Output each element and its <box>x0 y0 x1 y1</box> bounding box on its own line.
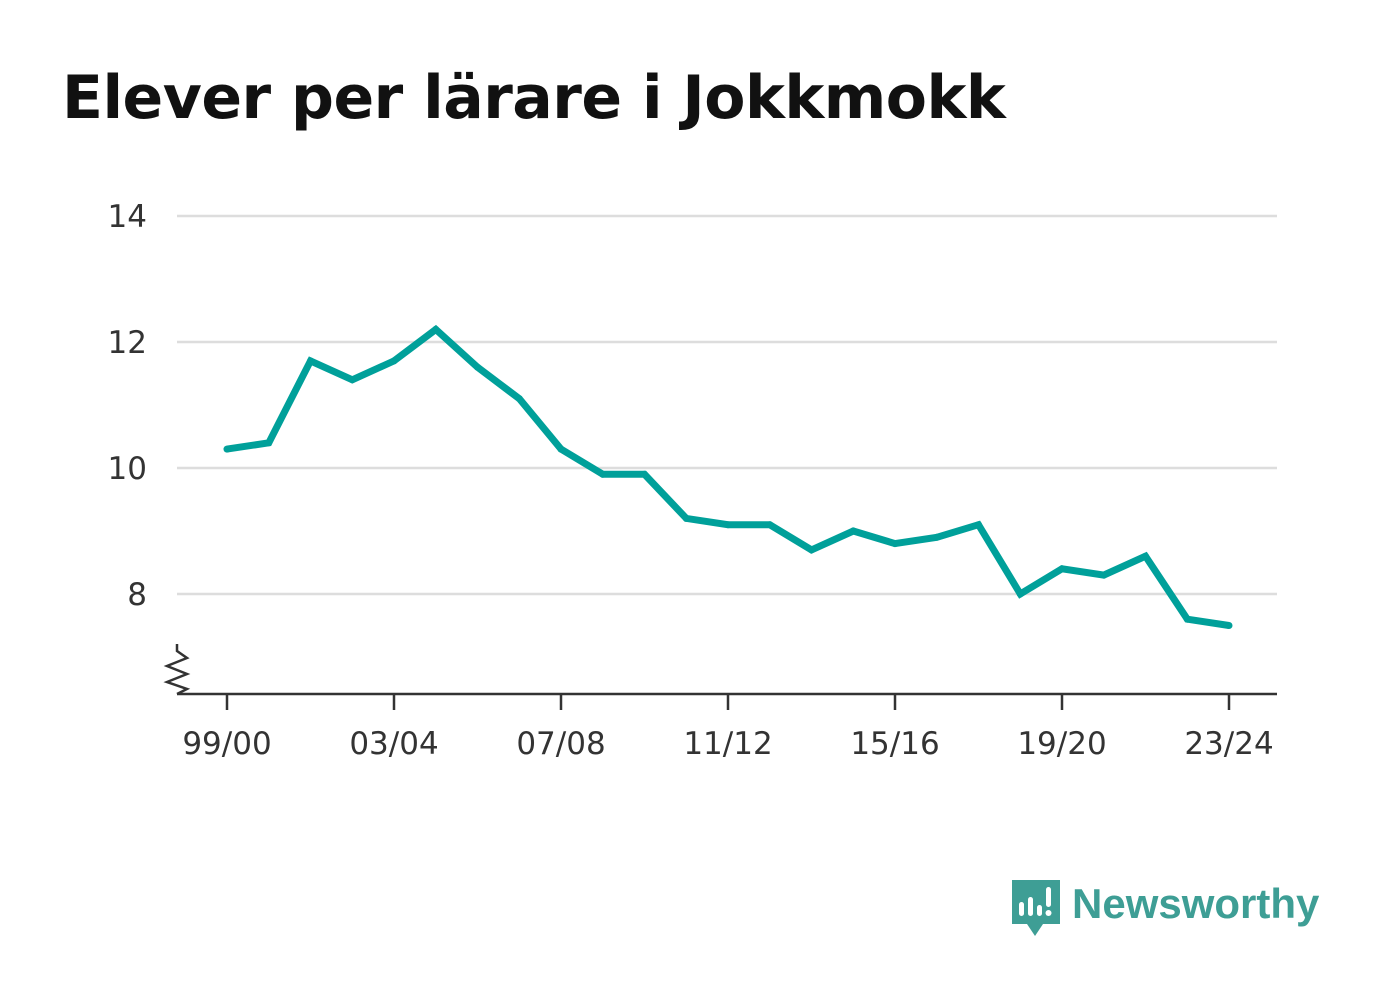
x-axis <box>163 644 1277 696</box>
data-point <box>808 546 815 554</box>
x-tick-label: 03/04 <box>349 726 438 762</box>
x-axis-ticks: 99/00 03/04 07/08 11/12 15/16 19/20 23/24 <box>182 694 1274 762</box>
data-point <box>223 445 231 453</box>
data-point <box>724 521 732 529</box>
x-tick-label: 15/16 <box>850 726 939 762</box>
data-point <box>307 357 314 365</box>
data-point <box>390 357 398 365</box>
y-tick-label-8: 8 <box>127 577 147 613</box>
x-tick-label: 99/00 <box>182 726 271 762</box>
bar-chart-speech-bubble-icon <box>1012 880 1060 936</box>
data-point <box>1100 571 1108 579</box>
brand-name: Newsworthy <box>1072 880 1320 927</box>
gridlines <box>177 214 1277 596</box>
data-point <box>599 470 607 478</box>
y-axis-ticks: 8 10 12 14 <box>108 199 147 613</box>
data-point <box>474 363 481 371</box>
data-point <box>1183 615 1191 623</box>
data-point <box>432 325 440 333</box>
data-point <box>1142 552 1149 560</box>
y-tick-label-10: 10 <box>108 451 147 487</box>
data-point <box>682 514 690 522</box>
y-tick-label-14: 14 <box>108 199 147 235</box>
data-point <box>766 521 774 529</box>
x-tick-label: 07/08 <box>516 726 605 762</box>
data-point <box>849 527 857 535</box>
x-tick-label: 23/24 <box>1184 726 1273 762</box>
data-point <box>515 395 523 403</box>
data-point <box>641 470 648 478</box>
series-group <box>223 324 1233 629</box>
chart-title: Elever per lärare i Jokkmokk <box>62 63 1006 133</box>
y-tick-label-12: 12 <box>108 325 147 361</box>
newsworthy-logo: Newsworthy <box>1010 878 1319 942</box>
x-tick-label: 19/20 <box>1017 726 1106 762</box>
data-point <box>891 540 899 548</box>
data-point <box>975 521 982 529</box>
data-point <box>1225 622 1233 629</box>
data-point <box>265 439 273 447</box>
x-tick-label: 11/12 <box>683 726 772 762</box>
series-line-0 <box>226 324 1230 629</box>
axis-break-icon <box>163 644 191 696</box>
data-point <box>1016 590 1024 598</box>
data-point <box>348 376 356 384</box>
data-point <box>933 533 941 541</box>
data-point <box>1058 565 1066 573</box>
data-point <box>557 445 565 453</box>
